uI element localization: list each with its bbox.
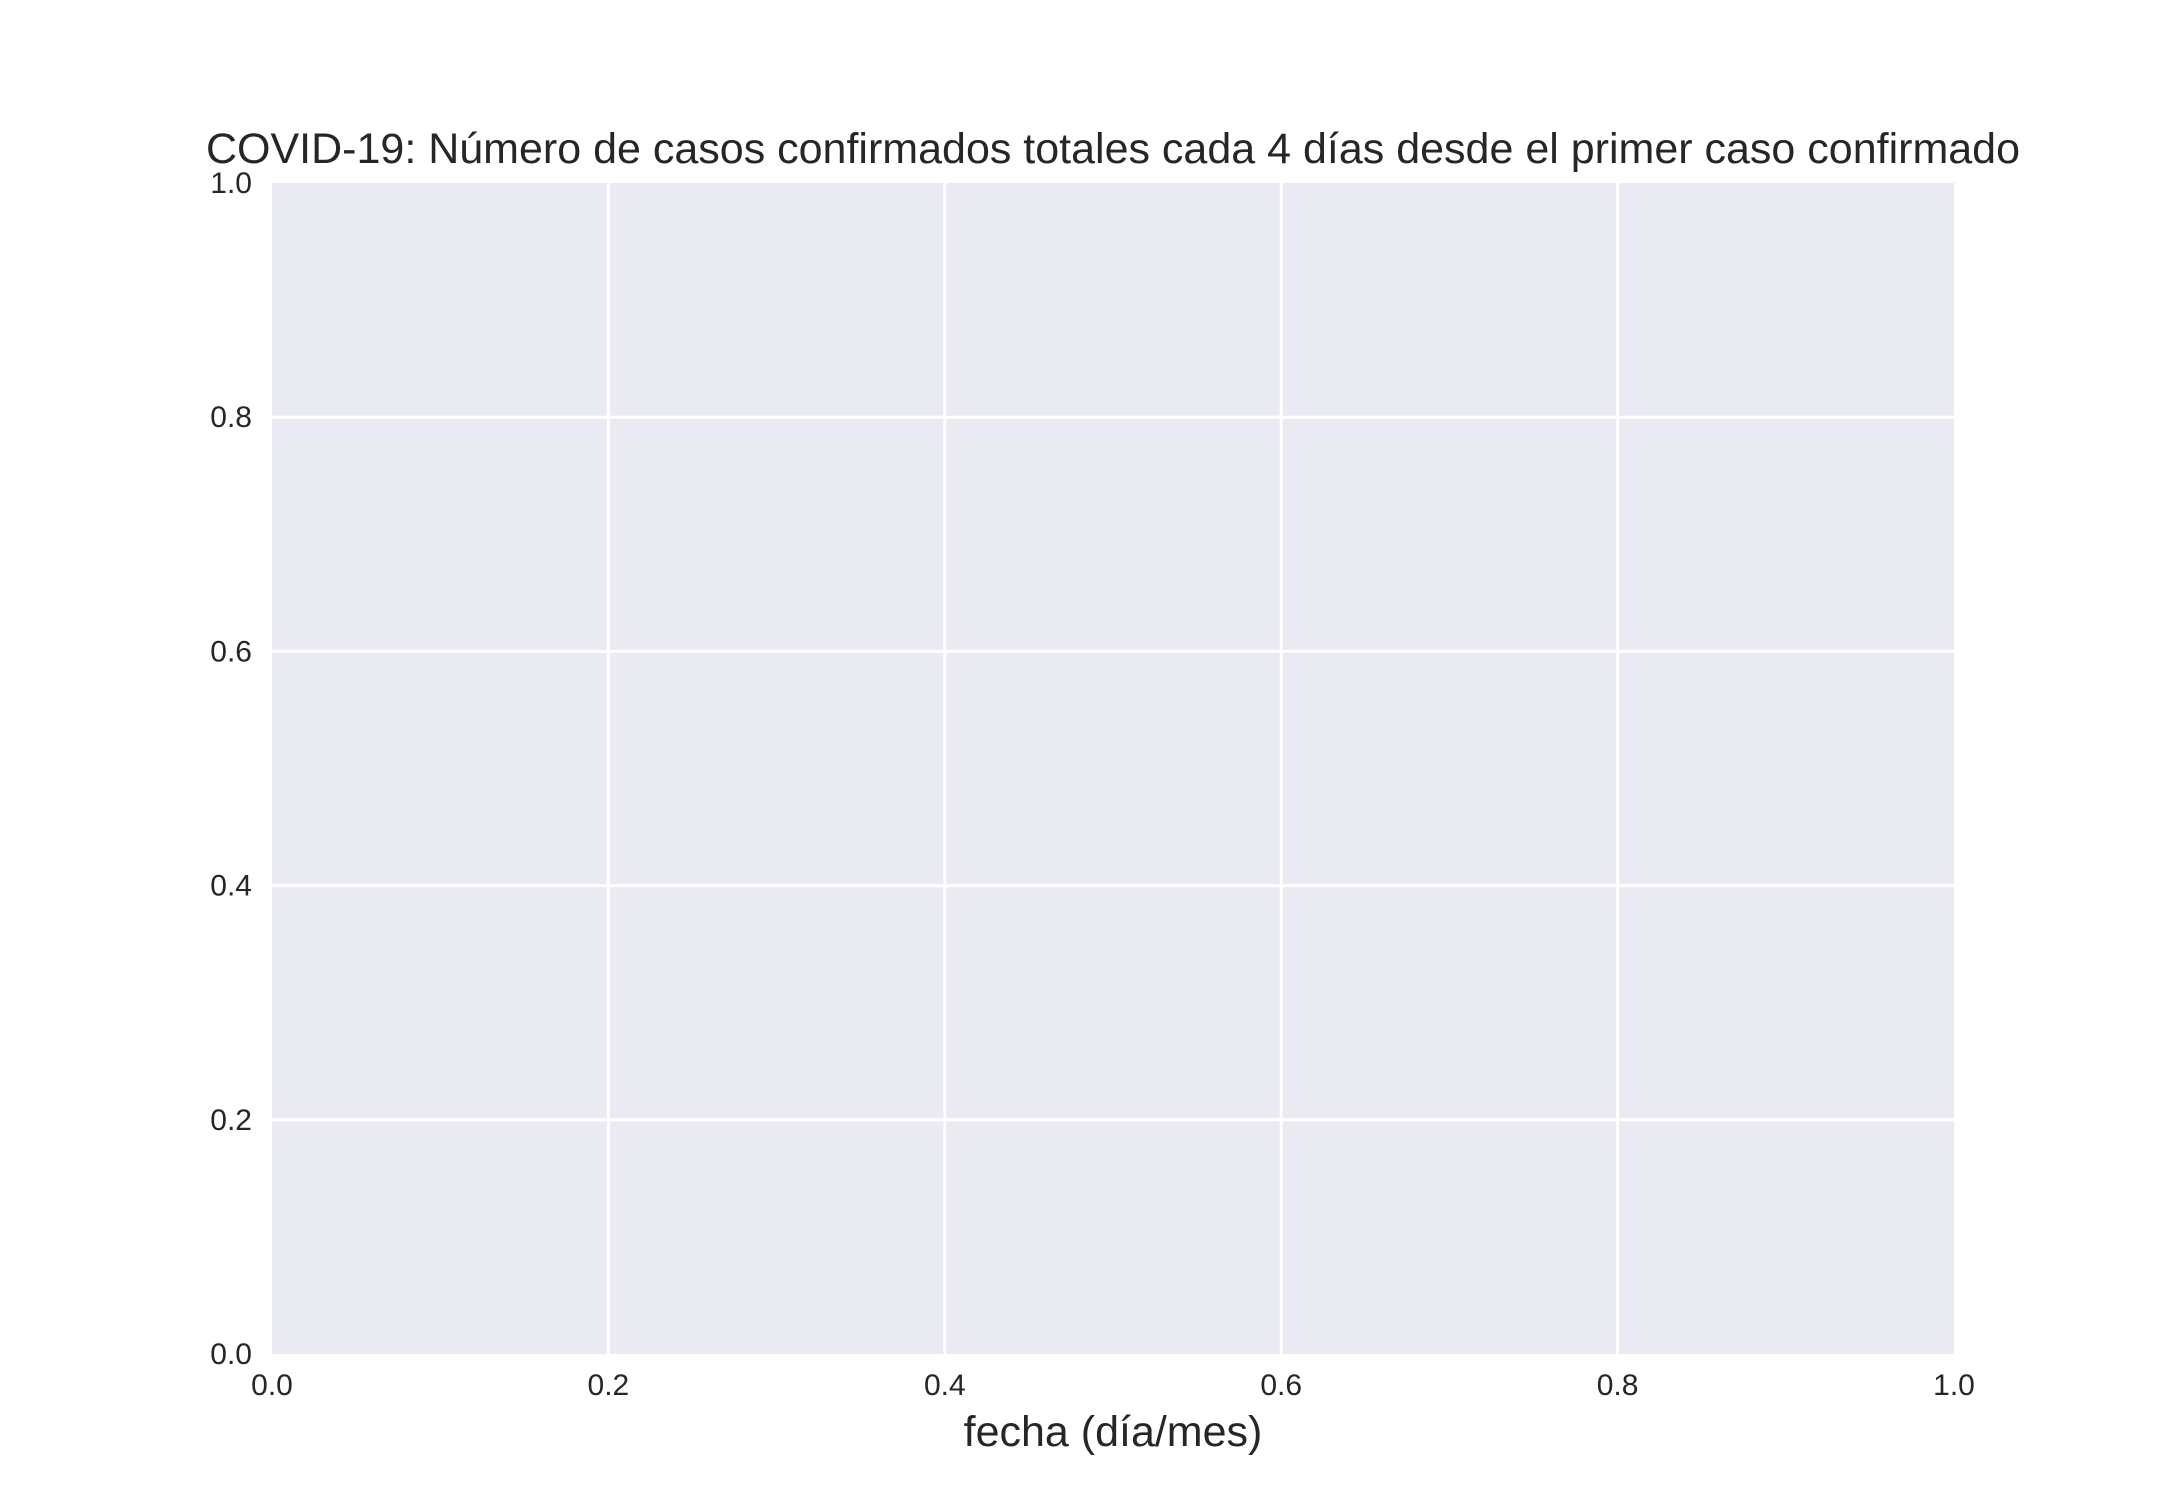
y-tick-label: 0.8 [210,401,252,434]
x-tick-label: 0.8 [1597,1369,1639,1402]
y-tick-label: 1.0 [210,167,252,200]
y-tick-label: 0.0 [210,1338,252,1371]
x-tick-label: 0.4 [924,1369,966,1402]
x-tick-label: 0.2 [588,1369,630,1402]
chart-title: COVID-19: Número de casos confirmados to… [206,125,2020,173]
y-tick-label: 0.4 [210,870,252,903]
y-tick-label: 0.2 [210,1104,252,1137]
x-axis-ticks: 0.0 0.2 0.4 0.6 0.8 1.0 [251,1369,1975,1402]
grid-lines [272,183,1954,1354]
y-tick-label: 0.6 [210,635,252,668]
plot-area [272,183,1954,1354]
x-tick-label: 0.6 [1260,1369,1302,1402]
x-tick-label: 0.0 [251,1369,293,1402]
x-axis-label: fecha (día/mes) [964,1408,1263,1456]
y-axis-ticks: 0.0 0.2 0.4 0.6 0.8 1.0 [210,167,252,1371]
x-tick-label: 1.0 [1933,1369,1975,1402]
